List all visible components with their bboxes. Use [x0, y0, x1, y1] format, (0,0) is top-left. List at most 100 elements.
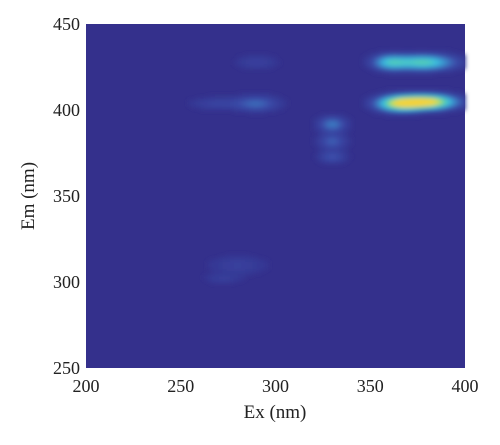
heatmap-cell [233, 110, 239, 113]
heatmap-cell [396, 62, 402, 66]
heatmap-cell [366, 56, 371, 59]
heatmap-cell [419, 72, 424, 76]
heatmap-cell [381, 58, 387, 62]
heatmap-cell [419, 64, 424, 68]
heatmap-cell [404, 58, 409, 62]
heatmap-cell [366, 54, 371, 57]
heatmap-cell [392, 97, 398, 101]
heatmap-cell [385, 89, 390, 93]
heatmap-cell [442, 95, 447, 99]
heatmap-cell [252, 266, 258, 270]
heatmap-cell [415, 105, 421, 109]
heatmap-cell [233, 277, 239, 280]
heatmap-cell [404, 66, 409, 70]
heatmap-cell [275, 101, 280, 105]
heatmap-cell [275, 62, 280, 66]
heatmap-cell [218, 97, 224, 101]
heatmap-cell [446, 56, 451, 59]
heatmap-cell [423, 72, 428, 76]
heatmap-cell [392, 89, 398, 93]
heatmap-cell [237, 266, 242, 270]
heatmap-cell [332, 132, 337, 136]
heatmap-cell [233, 254, 239, 258]
heatmap-cell [392, 105, 398, 109]
heatmap-cell [260, 93, 265, 97]
heatmap-cell [392, 91, 398, 95]
heatmap-cell [374, 95, 379, 99]
heatmap-cell [245, 66, 250, 70]
heatmap-cell [461, 95, 466, 99]
heatmap-cell [411, 114, 417, 117]
heatmap-cell [218, 273, 224, 276]
heatmap-cell [260, 95, 265, 99]
heatmap-cell [328, 143, 333, 146]
heatmap-cell [226, 277, 231, 280]
heatmap-cell [392, 72, 398, 76]
heatmap-cell [320, 120, 326, 123]
heatmap-cell [389, 91, 394, 95]
heatmap-cell [199, 103, 205, 107]
heatmap-cell [222, 99, 227, 103]
heatmap-cell [449, 105, 455, 109]
heatmap-cell [241, 268, 246, 272]
heatmap-cell [237, 103, 242, 107]
heatmap-cell [252, 54, 258, 57]
heatmap-cell [434, 52, 440, 55]
heatmap-cell [419, 56, 424, 59]
heatmap-cell [461, 105, 466, 109]
heatmap-cell [442, 91, 447, 95]
heatmap-cell [461, 103, 466, 107]
heatmap-cell [218, 281, 224, 284]
heatmap-cell [237, 62, 242, 66]
heatmap-cell [381, 66, 387, 70]
heatmap-cell [336, 149, 341, 152]
heatmap-cell [237, 277, 242, 280]
heatmap-cell [442, 58, 447, 62]
heatmap-cell [256, 56, 261, 59]
heatmap-cell [381, 52, 387, 55]
heatmap-cell [423, 56, 428, 59]
heatmap-cell [336, 161, 341, 165]
heatmap-cell [362, 97, 368, 101]
heatmap-cell [252, 62, 258, 66]
heatmap-cell [423, 68, 428, 72]
heatmap-cell [192, 105, 197, 109]
heatmap-cell [214, 270, 220, 274]
heatmap-cell [211, 260, 216, 264]
heatmap-cell [411, 60, 417, 64]
heatmap-cell [328, 122, 333, 126]
heatmap-cell [237, 268, 242, 272]
heatmap-cell [396, 70, 402, 74]
heatmap-cell [419, 68, 424, 72]
heatmap-cell [453, 93, 459, 97]
heatmap-cell [449, 110, 455, 113]
heatmap-cell [230, 99, 235, 103]
heatmap-cell [430, 91, 436, 95]
heatmap-cell [442, 56, 447, 59]
heatmap-cell [411, 97, 417, 101]
heatmap-cell [377, 95, 383, 99]
heatmap-cell [400, 66, 405, 70]
heatmap-cell [192, 103, 197, 107]
heatmap-cell [336, 116, 341, 119]
heatmap-cell [218, 275, 224, 278]
heatmap-cell [317, 134, 322, 138]
heatmap-cell [392, 70, 398, 74]
heatmap-cell [267, 105, 273, 109]
heatmap-cell [415, 101, 421, 105]
heatmap-cell [320, 149, 326, 152]
heatmap-cell [374, 93, 379, 97]
heatmap-cell [366, 101, 371, 105]
heatmap-cell [396, 72, 402, 76]
heatmap-cell [411, 70, 417, 74]
heatmap-cell [317, 155, 322, 159]
heatmap-cell [408, 112, 413, 115]
heatmap-cell [400, 95, 405, 99]
heatmap-cell [324, 151, 330, 154]
heatmap-cell [389, 66, 394, 70]
heatmap-cell [423, 105, 428, 109]
heatmap-cell [404, 68, 409, 72]
heatmap-cell [396, 114, 402, 117]
heatmap-cell [396, 89, 402, 93]
heatmap-cell [446, 89, 451, 93]
